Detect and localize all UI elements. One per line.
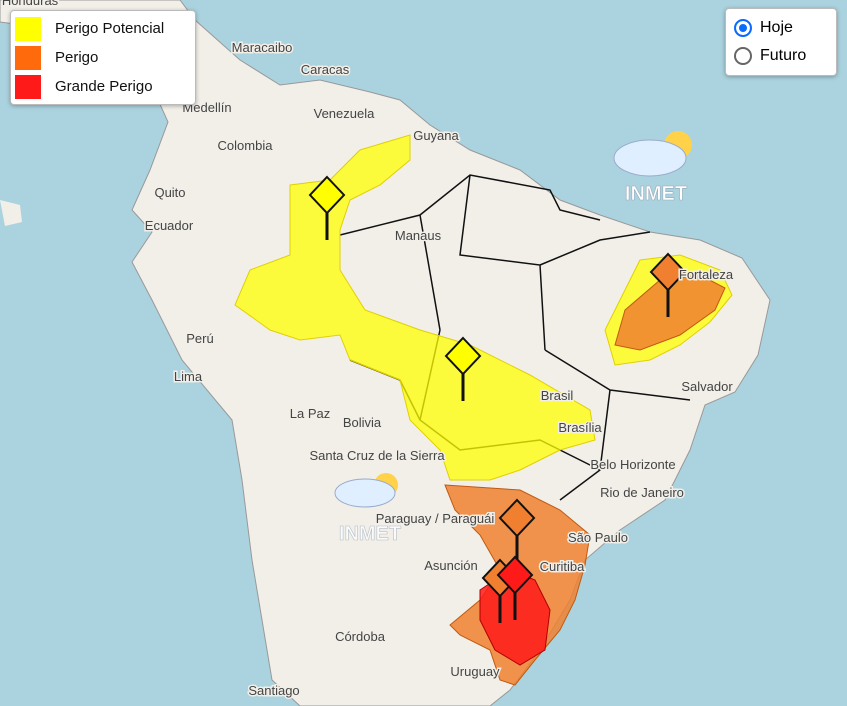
place-label: Uruguay <box>450 664 500 679</box>
place-label: Brasília <box>558 420 602 435</box>
place-label: Manaus <box>395 228 442 243</box>
legend-item: Perigo <box>11 43 195 72</box>
island <box>0 200 22 226</box>
place-label: Santiago <box>248 683 299 698</box>
place-label: Maracaibo <box>232 40 293 55</box>
place-label: Honduras <box>2 0 59 8</box>
place-label: La Paz <box>290 406 330 421</box>
warning-icon[interactable] <box>649 252 687 317</box>
place-label: Córdoba <box>335 629 386 644</box>
legend-label: Grande Perigo <box>55 78 153 95</box>
place-label: Belo Horizonte <box>590 457 675 472</box>
place-label: Fortaleza <box>679 267 734 282</box>
place-label: Rio de Janeiro <box>600 485 684 500</box>
place-label: Colombia <box>218 138 274 153</box>
place-label: Ecuador <box>145 218 194 233</box>
legend-swatch <box>15 16 41 41</box>
radio-button[interactable] <box>734 47 752 65</box>
period-selector: Hoje Futuro <box>725 8 837 76</box>
legend: Perigo Potencial Perigo Grande Perigo <box>10 10 196 105</box>
place-label: Brasil <box>541 388 574 403</box>
radio-label[interactable]: Hoje <box>760 19 793 36</box>
place-label: Salvador <box>681 379 733 394</box>
radio-label[interactable]: Futuro <box>760 47 807 64</box>
watermark: INMET <box>339 523 401 545</box>
place-label: Curitiba <box>540 559 586 574</box>
legend-item: Grande Perigo <box>11 72 195 101</box>
legend-swatch <box>15 45 41 70</box>
place-label: Caracas <box>301 62 350 77</box>
radio-option[interactable]: Futuro <box>726 42 836 70</box>
place-label: São Paulo <box>568 530 628 545</box>
radio-button[interactable] <box>734 19 752 37</box>
watermark: INMET <box>625 183 687 205</box>
place-label: Paraguay / Paraguái <box>376 511 495 526</box>
legend-swatch <box>15 74 41 99</box>
warning-icon[interactable] <box>308 175 346 240</box>
alert-area-perigo-potencial <box>234 134 596 481</box>
place-label: Perú <box>186 331 213 346</box>
place-label: Lima <box>174 369 203 384</box>
place-label: Venezuela <box>314 106 375 121</box>
legend-label: Perigo Potencial <box>55 20 165 37</box>
place-label: Bolivia <box>343 415 382 430</box>
warning-icon[interactable] <box>496 555 534 620</box>
warning-icon[interactable] <box>498 498 536 563</box>
place-label: Santa Cruz de la Sierra <box>309 448 445 463</box>
place-label: Guyana <box>413 128 459 143</box>
weather-logo <box>334 131 692 508</box>
legend-item: Perigo Potencial <box>11 14 195 43</box>
place-label: Quito <box>154 185 185 200</box>
legend-label: Perigo <box>55 49 99 66</box>
warning-icon[interactable] <box>444 336 482 401</box>
place-label: Asunción <box>424 558 477 573</box>
radio-option[interactable]: Hoje <box>726 14 836 42</box>
